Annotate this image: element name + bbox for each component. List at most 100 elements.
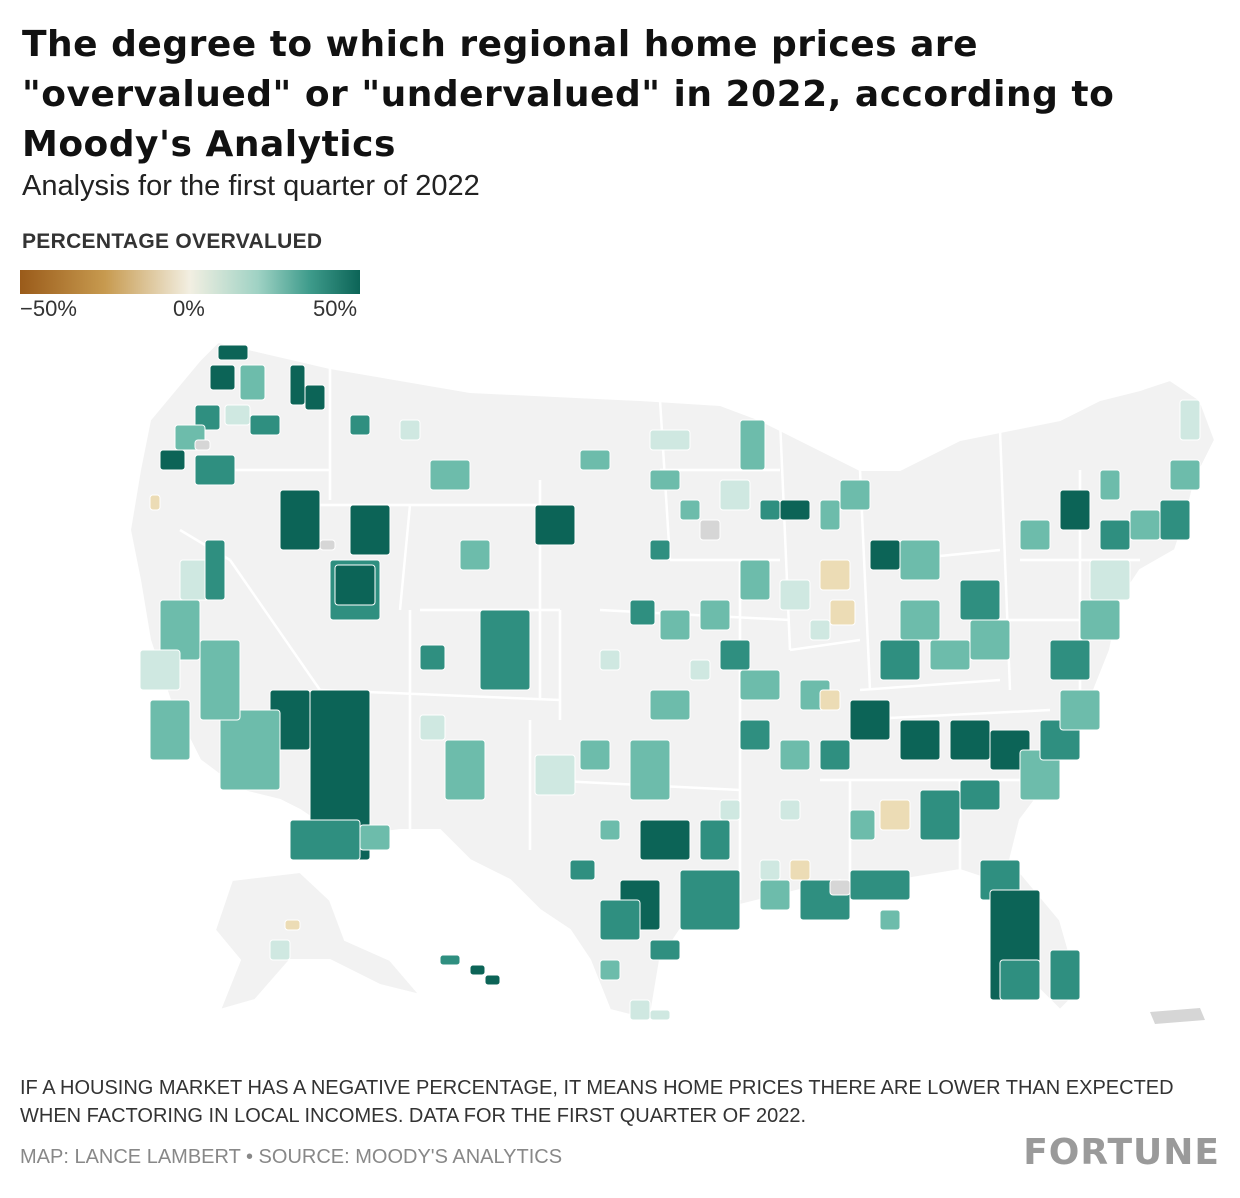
metro-region [1079,599,1121,641]
metro-region [1059,689,1101,731]
metro-region [579,739,611,771]
metro-region [899,539,941,581]
metro-region [849,869,911,901]
metro-region [444,739,486,801]
metro-region [949,719,991,761]
metro-region [479,609,531,691]
metro-region [534,754,576,796]
metro-region [194,439,211,451]
metro-region [194,454,236,486]
metro-region [649,939,681,961]
metro-region [159,449,186,471]
metro-region [739,669,781,701]
metro-region [399,419,421,441]
metro-region [849,809,876,841]
metro-region [789,859,811,881]
metro-region [484,974,501,986]
metro-region [284,919,301,931]
metro-region [139,649,181,691]
metro-region [219,709,281,791]
metro-region [959,779,1001,811]
metro-region [534,504,576,546]
metro-region [1099,469,1121,501]
metro-region [759,499,781,521]
metro-region [149,494,161,511]
metro-region [199,639,241,721]
metro-region [809,619,831,641]
metro-region [829,879,851,896]
metro-region [217,344,249,361]
metro-regions [139,344,1201,1021]
metro-region [289,364,306,406]
metro-region [879,909,901,931]
metro-region [224,404,251,426]
metro-region [829,599,856,626]
metro-region [679,499,701,521]
metro-region [194,404,221,431]
metro-region [1019,519,1051,551]
footnote: IF A HOUSING MARKET HAS A NEGATIVE PERCE… [20,1077,1174,1127]
metro-region [1059,489,1091,531]
metro-region [649,539,671,561]
legend-tick-min: −50% [20,296,77,321]
alaska [213,870,423,1012]
metro-region [1159,499,1191,541]
metro-region [779,579,811,611]
metro-region [239,364,266,401]
metro-region [719,479,751,511]
chart-title: The degree to which regional home prices… [22,24,1115,165]
metro-region [579,449,611,471]
legend-tick-zero: 0% [173,296,205,321]
legend-title: PERCENTAGE OVERVALUED [22,230,323,253]
metro-region [629,999,651,1021]
metro-region [1049,949,1081,1001]
fortune-logo: FORTUNE [1023,1132,1220,1173]
metro-region [649,689,691,721]
legend-color-scale [20,270,360,294]
us-land [128,340,1217,1024]
metro-region [959,579,1001,621]
metro-region [629,599,656,626]
metro-region [204,539,226,601]
metro-region [779,499,811,521]
metro-region [1089,559,1131,601]
us-metro-map [128,340,1217,1024]
metro-region [679,869,741,931]
metro-region [1129,509,1161,541]
metro-region [599,819,621,841]
metro-region [899,719,941,761]
metro-region [599,959,621,981]
metro-region [819,559,851,591]
metro-region [819,689,841,711]
metro-region [639,819,691,861]
metro-region [899,599,941,641]
metro-region [1179,399,1201,441]
metro-region [349,504,391,556]
metro-region [289,819,361,861]
metro-region [249,414,281,436]
metro-region [334,564,376,606]
metro-region [699,819,731,861]
metro-region [969,619,1011,661]
puerto-rico [1150,1008,1205,1024]
metro-region [779,739,811,771]
metro-region [304,384,326,411]
metro-region [689,659,711,681]
metro-region [659,609,691,641]
metro-region [719,799,741,821]
metro-region [649,429,691,451]
metro-region [1169,459,1201,491]
legend-tick-max: 50% [313,296,358,321]
metro-region [419,714,446,741]
metro-region [349,414,371,436]
metro-region [879,639,921,681]
metro-region [1099,519,1131,551]
metro-region [599,899,641,941]
metro-region [919,789,961,841]
metro-region [209,364,236,391]
metro-region [569,859,596,881]
chart-subtitle: Analysis for the first quarter of 2022 [22,170,480,202]
metro-region [869,539,901,571]
metro-region [469,964,486,976]
metro-region [629,739,671,801]
